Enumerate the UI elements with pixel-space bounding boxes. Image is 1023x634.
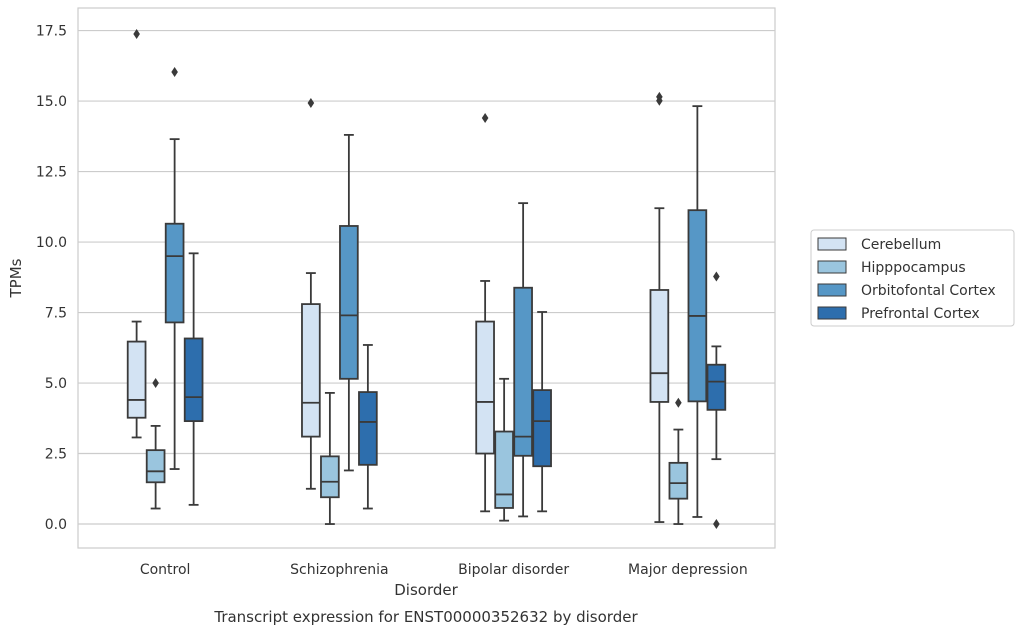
legend-label: Orbitofontal Cortex xyxy=(861,283,996,299)
box-orbitofontal-cortex xyxy=(339,133,359,472)
iqr-box xyxy=(687,209,708,403)
outlier-point xyxy=(133,28,140,39)
legend-frame xyxy=(810,229,1015,327)
box-cerebellum xyxy=(649,91,670,523)
iqr-box xyxy=(668,461,689,500)
x-tick-label: Schizophrenia xyxy=(290,562,388,578)
iqr-box xyxy=(183,337,204,423)
box-orbitofontal-cortex xyxy=(513,202,533,518)
y-tick-label: 17.5 xyxy=(36,24,67,40)
outlier-point xyxy=(171,67,178,78)
y-tick-label: 15.0 xyxy=(36,94,67,110)
legend-swatch xyxy=(817,283,847,297)
box-cerebellum xyxy=(301,98,321,490)
outlier-point xyxy=(152,378,159,389)
iqr-box xyxy=(339,225,359,380)
y-tick-label: 5.0 xyxy=(45,376,67,392)
box-hipppocampus xyxy=(145,378,166,510)
box-cerebellum xyxy=(126,28,147,439)
iqr-box xyxy=(706,363,727,411)
iqr-box xyxy=(649,289,670,403)
box-prefrontal-cortex xyxy=(183,252,204,506)
chart-caption: Transcript expression for ENST0000035263… xyxy=(213,608,638,626)
box-hipppocampus xyxy=(320,392,340,525)
iqr-box xyxy=(145,449,166,484)
y-tick-label: 0.0 xyxy=(45,517,67,533)
y-tick-label: 10.0 xyxy=(36,235,67,251)
box-orbitofontal-cortex xyxy=(164,67,185,470)
box-orbitofontal-cortex xyxy=(687,105,708,518)
legend-label: Cerebellum xyxy=(861,237,941,253)
x-tick-label: Control xyxy=(140,562,191,578)
outlier-point xyxy=(656,91,663,102)
legend-swatch xyxy=(817,237,847,251)
iqr-box xyxy=(358,391,378,466)
legend-swatch xyxy=(817,306,847,320)
x-tick-label: Bipolar disorder xyxy=(458,562,569,578)
x-tick-labels: Control Schizophrenia Bipolar disorder Majo… xyxy=(140,562,748,578)
iqr-box xyxy=(320,455,340,499)
iqr-box xyxy=(494,430,514,509)
y-tick-labels: 0.0 2.5 5.0 7.5 10.0 12.5 15.0 17.5 xyxy=(36,24,67,533)
box-prefrontal-cortex xyxy=(532,311,552,513)
legend-label: Prefrontal Cortex xyxy=(861,306,980,322)
iqr-box xyxy=(164,222,185,324)
y-tick-label: 7.5 xyxy=(45,306,67,322)
outlier-point xyxy=(481,112,489,123)
iqr-box xyxy=(301,303,321,438)
outlier-point xyxy=(713,271,720,282)
legend-label: Hipppocampus xyxy=(861,260,966,276)
outlier-point xyxy=(675,397,682,408)
iqr-box xyxy=(475,320,495,455)
box-prefrontal-cortex xyxy=(358,344,378,510)
box-hipppocampus xyxy=(668,397,689,525)
outlier-point xyxy=(713,519,720,530)
box-prefrontal-cortex xyxy=(706,271,727,530)
outlier-point xyxy=(307,98,315,109)
box-series xyxy=(126,28,727,530)
box-cerebellum xyxy=(475,112,495,513)
y-tick-label: 12.5 xyxy=(36,165,67,181)
box-hipppocampus xyxy=(494,377,514,522)
legend-swatch xyxy=(817,260,847,274)
x-axis-label: Disorder xyxy=(394,581,458,599)
y-axis-label: TPMs xyxy=(7,258,25,298)
iqr-box xyxy=(532,389,552,468)
y-tick-label: 2.5 xyxy=(45,447,67,463)
iqr-box xyxy=(126,340,147,419)
legend: Cerebellum Hipppocampus Orbitofontal Corte… xyxy=(810,229,1015,327)
x-tick-label: Major depression xyxy=(628,562,748,578)
iqr-box xyxy=(513,286,533,457)
